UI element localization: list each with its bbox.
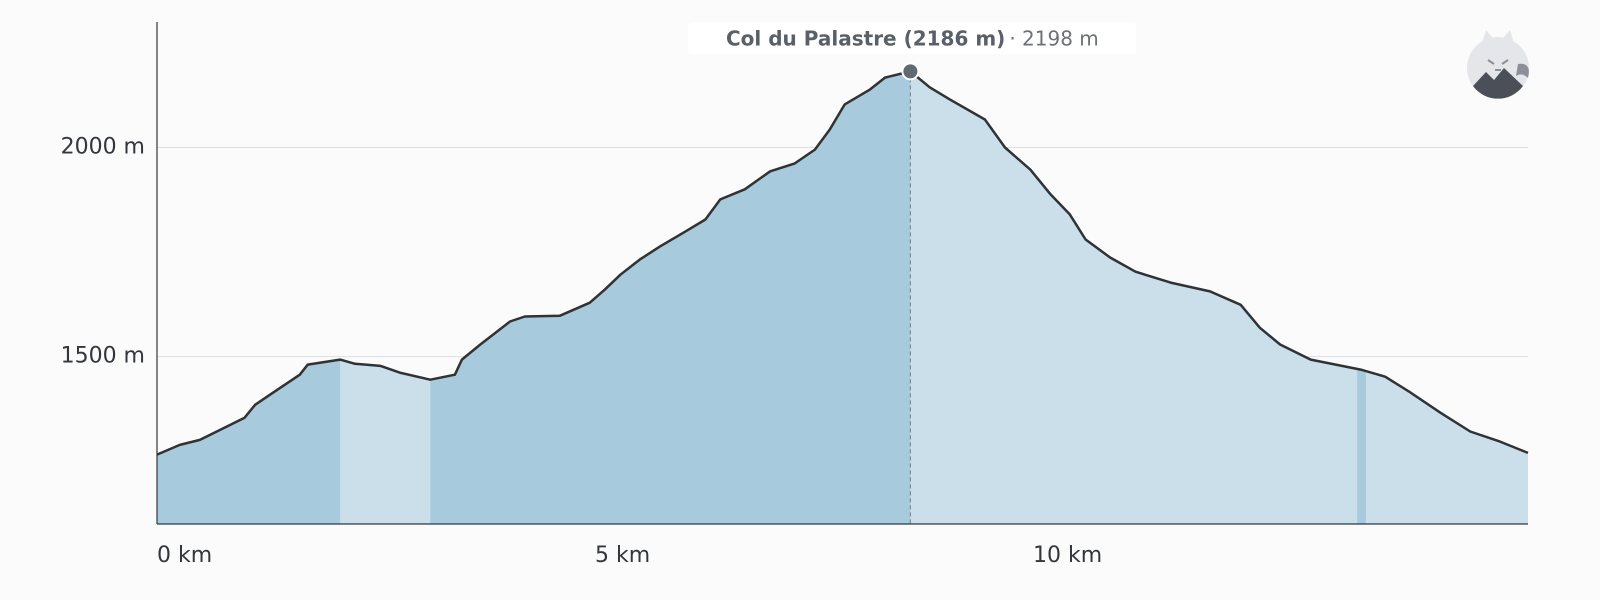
profile-line	[156, 70, 1529, 456]
peak-marker	[901, 62, 920, 81]
plot: 1500 m 2000 m 0 km 5 km 10 km Col du Palastre…	[61, 22, 1529, 568]
logo-face	[1487, 59, 1509, 71]
x-tick-label: 0 km	[157, 543, 212, 568]
logo-mountain	[1473, 68, 1523, 99]
logo-tail	[1516, 63, 1529, 78]
x-tick-label: 5 km	[595, 543, 650, 568]
tooltip-label: Col du Palastre (2186 m)	[726, 27, 1005, 51]
y-tick-label: 2000 m	[61, 135, 145, 160]
highlight-segment	[1357, 71, 1366, 524]
highlight-segment	[157, 71, 341, 524]
tooltip-detail: · 2198 m	[1009, 27, 1098, 51]
tooltip-box	[688, 22, 1137, 54]
logo-ears	[1480, 30, 1516, 68]
highlight-segment	[430, 71, 911, 524]
logo	[1467, 30, 1529, 99]
x-tick-label: 10 km	[1033, 543, 1102, 568]
y-tick-label: 1500 m	[61, 344, 145, 369]
